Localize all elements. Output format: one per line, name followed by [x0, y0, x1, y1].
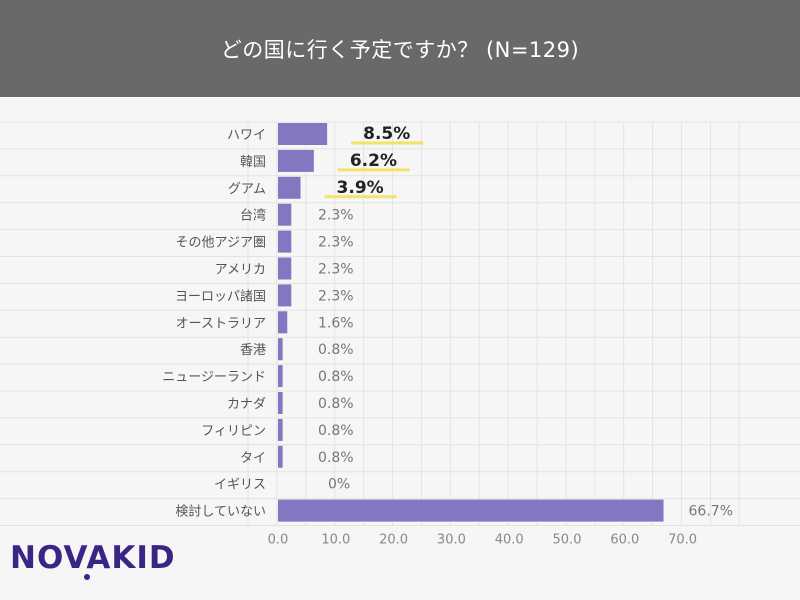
- category-label: オーストラリア: [176, 316, 266, 331]
- bar-chart: ハワイ韓国グアム台湾その他アジア圏アメリカヨーロッパ諸国オーストラリア香港ニュー…: [0, 121, 800, 548]
- value-label: 3.9%: [337, 178, 384, 198]
- value-label: 1.6%: [318, 315, 354, 331]
- category-label: カナダ: [227, 397, 266, 412]
- value-label: 0.8%: [318, 369, 354, 385]
- category-label: グアム: [228, 182, 266, 197]
- category-label: フィリピン: [201, 424, 266, 439]
- category-label: 検討していない: [175, 504, 266, 520]
- chart-title: どの国に行く予定ですか？ (N=129): [220, 37, 580, 62]
- logo-dot-icon: [84, 574, 90, 580]
- bar: [278, 365, 283, 388]
- x-tick-label: 30.0: [437, 533, 466, 548]
- category-label: 韓国: [240, 155, 266, 170]
- bar: [278, 338, 283, 361]
- bar: [278, 392, 283, 414]
- bar: [278, 445, 283, 468]
- x-tick-label: 50.0: [553, 533, 582, 548]
- value-label: 0.8%: [318, 423, 354, 439]
- value-label: 0.8%: [318, 342, 354, 358]
- horizontal-gridlines: [0, 121, 800, 526]
- bar: [278, 311, 288, 334]
- bar: [278, 257, 292, 280]
- x-tick-label: 60.0: [610, 533, 639, 548]
- bars-group: [278, 123, 664, 522]
- bar: [278, 418, 283, 441]
- logo-text: NOVAKID: [10, 540, 176, 576]
- category-label: ニュージーランド: [162, 370, 266, 385]
- vertical-gridlines: [247, 122, 740, 526]
- x-tick-label: 70.0: [668, 533, 697, 548]
- value-label: 0%: [328, 477, 350, 493]
- value-label: 6.2%: [350, 151, 397, 171]
- value-labels: 8.5% 6.2% 3.9% 2.3% 2.3% 2.3% 2.3% 1.6% 0.8% 0.8%…: [318, 124, 733, 520]
- category-label: 台湾: [240, 208, 266, 224]
- value-label: 2.3%: [318, 262, 354, 278]
- bar: [278, 203, 292, 226]
- value-label: 2.3%: [318, 208, 354, 224]
- x-tick-label: 0.0: [268, 533, 289, 548]
- category-label: アメリカ: [215, 263, 266, 278]
- category-label: その他アジア圏: [176, 236, 266, 251]
- bar: [278, 123, 328, 145]
- x-axis-ticks: 0.0 10.0 20.0 30.0 40.0 50.0 60.0 70.0: [268, 533, 697, 548]
- bar: [278, 176, 301, 199]
- value-label: 0.8%: [318, 396, 354, 412]
- category-label: 香港: [240, 343, 266, 358]
- category-label: イギリス: [214, 478, 266, 493]
- value-label: 2.3%: [318, 288, 354, 304]
- value-label: 66.7%: [689, 504, 733, 520]
- category-label: ハワイ: [227, 128, 266, 143]
- value-label: 8.5%: [363, 124, 410, 144]
- x-tick-label: 10.0: [321, 533, 350, 548]
- value-label: 0.8%: [318, 450, 354, 466]
- x-tick-label: 40.0: [495, 533, 524, 548]
- bar: [278, 499, 664, 522]
- x-tick-label: 20.0: [379, 533, 408, 548]
- bar: [278, 284, 292, 307]
- category-labels: ハワイ韓国グアム台湾その他アジア圏アメリカヨーロッパ諸国オーストラリア香港ニュー…: [162, 128, 266, 520]
- bar: [278, 149, 314, 172]
- chart-header: どの国に行く予定ですか？ (N=129): [0, 0, 800, 97]
- value-label: 2.3%: [318, 235, 354, 251]
- bar: [278, 230, 292, 253]
- category-label: タイ: [240, 451, 266, 466]
- category-label: ヨーロッパ諸国: [175, 288, 266, 304]
- novakid-logo: NOVAKID: [10, 540, 176, 580]
